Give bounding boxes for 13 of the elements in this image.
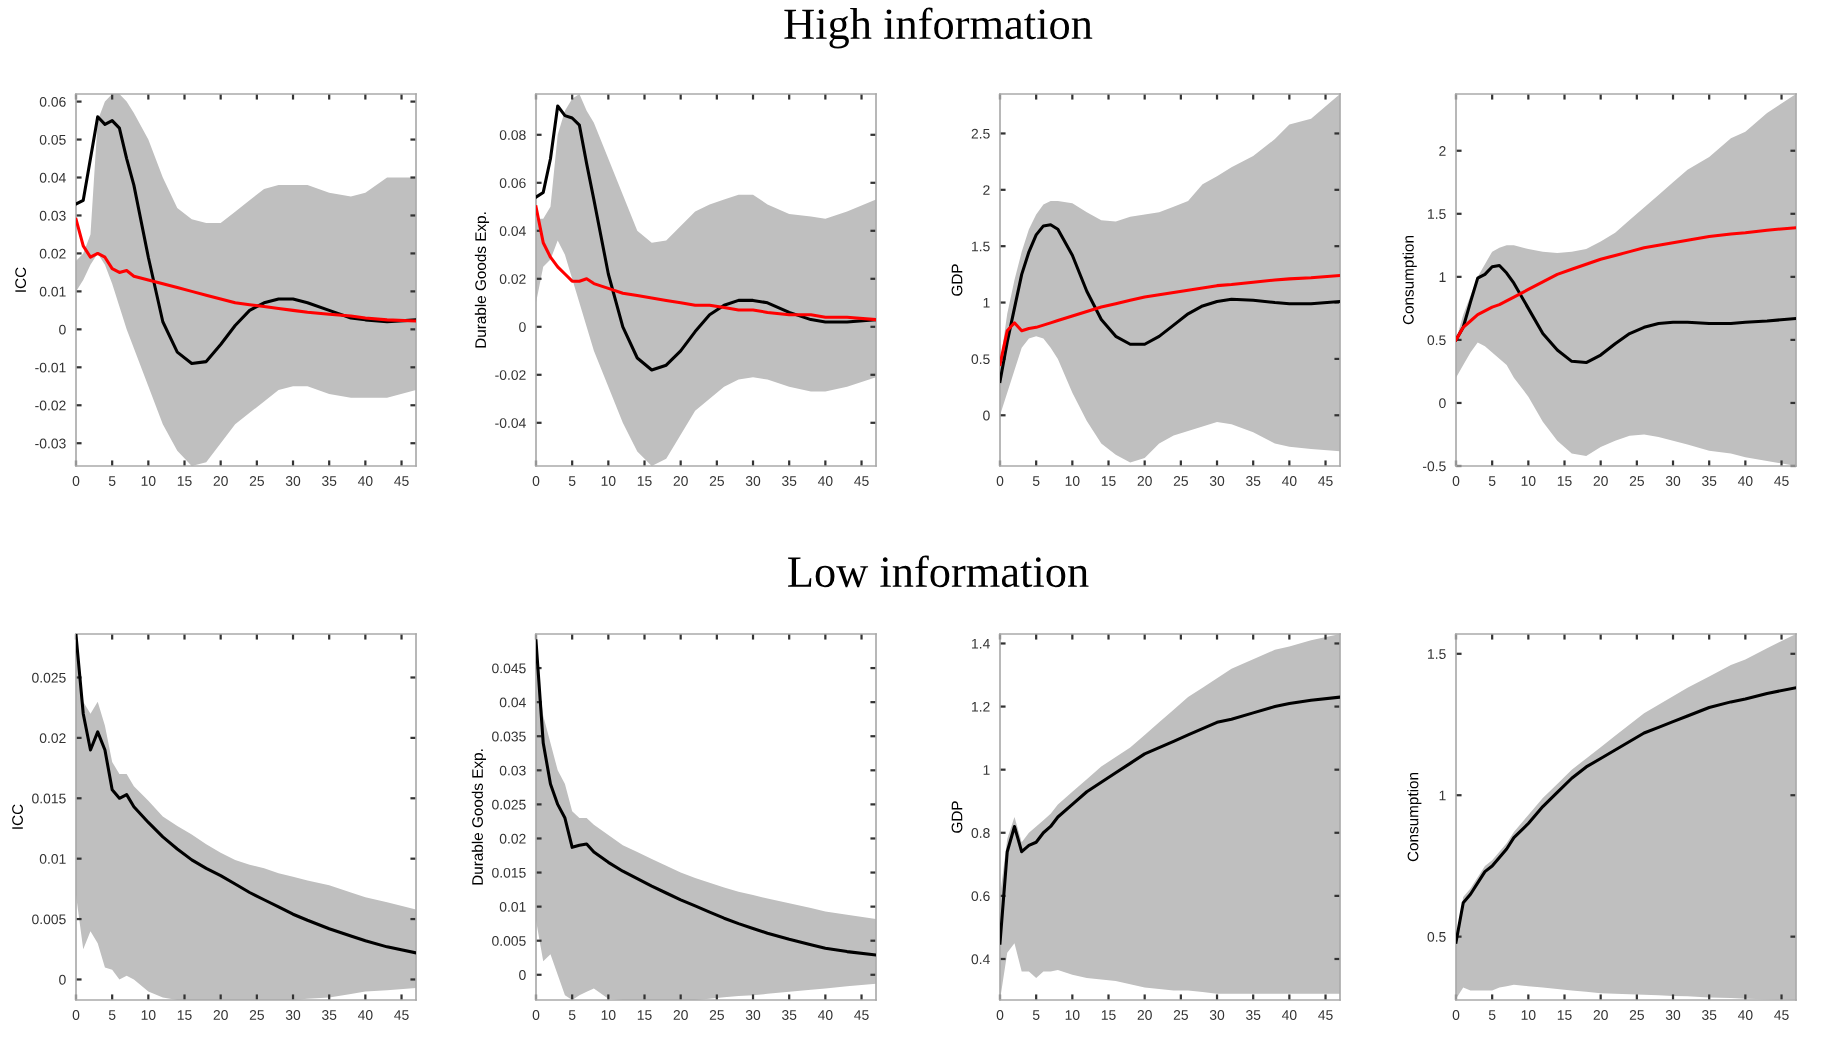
line-series [1456,686,1796,944]
line-series [76,217,416,323]
line-series [536,639,876,957]
line-series [76,115,416,366]
chart-title: High information [784,7,1093,49]
line-series [1456,226,1796,342]
line-series [536,205,876,322]
line-series [536,104,876,372]
line-series [1000,695,1340,945]
line-series [1000,273,1340,367]
line-series [1456,263,1796,365]
chart-title: Low information [788,555,1089,588]
line-series [1000,223,1340,383]
